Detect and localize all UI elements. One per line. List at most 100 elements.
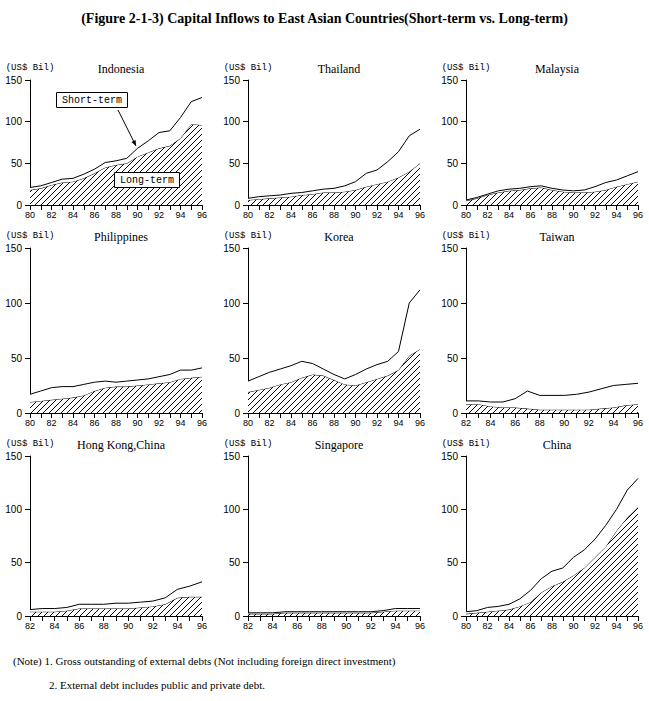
svg-text:92: 92 (372, 210, 382, 220)
svg-text:150: 150 (5, 243, 22, 254)
svg-text:88: 88 (535, 418, 545, 428)
svg-text:0: 0 (16, 200, 22, 211)
svg-text:84: 84 (486, 418, 496, 428)
svg-text:0: 0 (234, 200, 240, 211)
svg-text:0: 0 (234, 611, 240, 622)
svg-text:94: 94 (172, 621, 182, 631)
svg-text:92: 92 (372, 418, 382, 428)
svg-text:82: 82 (264, 418, 274, 428)
svg-text:86: 86 (510, 418, 520, 428)
svg-text:0: 0 (452, 200, 458, 211)
svg-text:88: 88 (547, 210, 557, 220)
svg-text:86: 86 (525, 621, 535, 631)
svg-text:82: 82 (25, 621, 35, 631)
svg-text:Taiwan: Taiwan (539, 230, 574, 244)
svg-text:0: 0 (452, 611, 458, 622)
svg-text:Philippines: Philippines (94, 230, 148, 244)
svg-text:82: 82 (461, 418, 471, 428)
svg-text:92: 92 (148, 621, 158, 631)
svg-text:100: 100 (441, 298, 458, 309)
svg-text:(US$ Bil): (US$ Bil) (6, 63, 55, 73)
svg-text:84: 84 (68, 210, 78, 220)
svg-text:100: 100 (223, 116, 240, 127)
svg-text:86: 86 (74, 621, 84, 631)
svg-text:82: 82 (243, 621, 253, 631)
svg-text:92: 92 (590, 210, 600, 220)
svg-text:Korea: Korea (324, 230, 354, 244)
svg-text:88: 88 (317, 621, 327, 631)
svg-text:88: 88 (329, 210, 339, 220)
svg-text:80: 80 (25, 418, 35, 428)
svg-text:0: 0 (16, 611, 22, 622)
svg-text:Short-term: Short-term (62, 95, 122, 106)
svg-text:92: 92 (366, 621, 376, 631)
svg-text:150: 150 (223, 451, 240, 462)
svg-text:Singapore: Singapore (315, 438, 364, 452)
svg-text:(Figure 2-1-3) Capital Inflows: (Figure 2-1-3) Capital Inflows to East A… (81, 11, 568, 27)
svg-text:82: 82 (482, 210, 492, 220)
svg-text:50: 50 (11, 353, 23, 364)
svg-text:96: 96 (415, 210, 425, 220)
svg-text:90: 90 (123, 621, 133, 631)
svg-text:96: 96 (197, 210, 207, 220)
svg-text:94: 94 (608, 418, 618, 428)
svg-text:94: 94 (175, 418, 185, 428)
svg-text:80: 80 (243, 418, 253, 428)
svg-text:94: 94 (611, 210, 621, 220)
svg-text:150: 150 (5, 451, 22, 462)
svg-text:84: 84 (286, 418, 296, 428)
svg-text:86: 86 (525, 210, 535, 220)
svg-text:90: 90 (350, 210, 360, 220)
svg-text:82: 82 (46, 418, 56, 428)
svg-text:50: 50 (447, 353, 459, 364)
svg-text:94: 94 (175, 210, 185, 220)
svg-text:50: 50 (229, 557, 241, 568)
svg-text:(US$ Bil): (US$ Bil) (442, 231, 491, 241)
svg-text:50: 50 (229, 158, 241, 169)
svg-text:100: 100 (441, 504, 458, 515)
svg-text:86: 86 (292, 621, 302, 631)
svg-text:84: 84 (286, 210, 296, 220)
svg-text:100: 100 (223, 504, 240, 515)
svg-text:50: 50 (229, 353, 241, 364)
svg-text:96: 96 (415, 621, 425, 631)
svg-text:(US$ Bil): (US$ Bil) (224, 439, 273, 449)
svg-text:84: 84 (268, 621, 278, 631)
svg-text:96: 96 (633, 418, 643, 428)
svg-text:94: 94 (390, 621, 400, 631)
svg-text:Long-term: Long-term (120, 175, 174, 186)
svg-text:Indonesia: Indonesia (98, 62, 145, 76)
svg-text:88: 88 (99, 621, 109, 631)
svg-text:86: 86 (89, 418, 99, 428)
svg-text:92: 92 (584, 418, 594, 428)
svg-text:0: 0 (16, 408, 22, 419)
svg-text:150: 150 (223, 243, 240, 254)
svg-text:150: 150 (5, 75, 22, 86)
svg-text:86: 86 (307, 210, 317, 220)
svg-text:50: 50 (11, 158, 23, 169)
svg-text:96: 96 (197, 418, 207, 428)
svg-text:96: 96 (633, 621, 643, 631)
svg-text:0: 0 (452, 408, 458, 419)
svg-text:50: 50 (447, 158, 459, 169)
svg-text:2. External debt includes publ: 2. External debt includes public and pri… (49, 679, 265, 691)
svg-text:90: 90 (568, 210, 578, 220)
svg-text:(US$ Bil): (US$ Bil) (442, 439, 491, 449)
svg-text:82: 82 (264, 210, 274, 220)
svg-text:90: 90 (132, 210, 142, 220)
svg-text:96: 96 (633, 210, 643, 220)
svg-text:(US$ Bil): (US$ Bil) (6, 439, 55, 449)
svg-text:(US$ Bil): (US$ Bil) (442, 63, 491, 73)
svg-text:100: 100 (441, 116, 458, 127)
svg-text:88: 88 (329, 418, 339, 428)
svg-text:82: 82 (46, 210, 56, 220)
svg-text:92: 92 (154, 418, 164, 428)
svg-text:82: 82 (482, 621, 492, 631)
svg-text:50: 50 (447, 557, 459, 568)
svg-text:Hong Kong,China: Hong Kong,China (77, 438, 166, 452)
svg-text:150: 150 (441, 75, 458, 86)
svg-text:90: 90 (559, 418, 569, 428)
svg-text:100: 100 (5, 116, 22, 127)
svg-text:80: 80 (461, 621, 471, 631)
svg-text:86: 86 (307, 418, 317, 428)
